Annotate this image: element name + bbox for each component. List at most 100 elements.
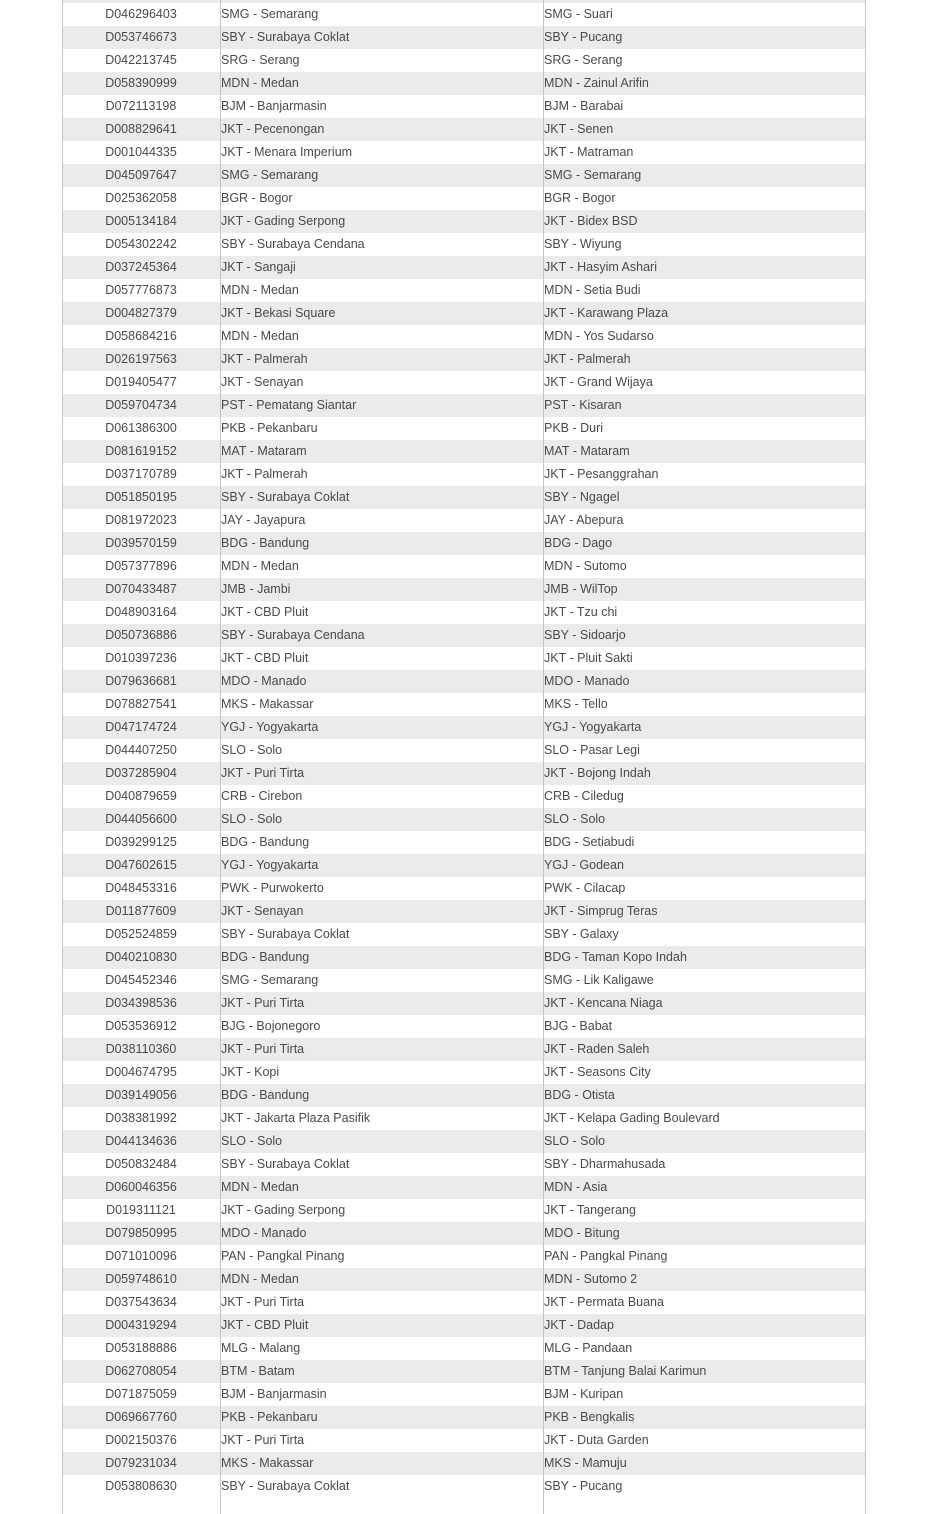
table-row[interactable]: D060046356 MDN - Medan MDN - Asia [62,1176,866,1199]
table-row[interactable]: D079850995 MDO - Manado MDO - Bitung [62,1222,866,1245]
table-row[interactable]: D039149056 BDG - Bandung BDG - Otista [62,1084,866,1107]
cell-origin-branch: JKT - Puri Tirta [221,1042,305,1056]
table-row[interactable]: D004674795 JKT - Kopi JKT - Seasons City [62,1061,866,1084]
table-right-border [865,0,866,1514]
table-row[interactable]: D005134184 JKT - Gading Serpong JKT - Bide… [62,210,866,233]
table-row[interactable]: D081972023 JAY - Jayapura JAY - Abepura [62,509,866,532]
table-row[interactable]: D053746673 SBY - Surabaya Coklat SBY - Puc… [62,26,866,49]
table-row[interactable]: D019311121 JKT - Gading Serpong JKT - Tang… [62,1199,866,1222]
cell-transfer-code: D047174724 [105,720,177,734]
cell-destination-branch: PKB - Duri [544,421,604,435]
cell-transfer-code: D071010096 [105,1249,177,1263]
cell-transfer-code: D004319294 [105,1318,177,1332]
table-row[interactable]: D039299125 BDG - Bandung BDG - Setiabudi [62,831,866,854]
table-row[interactable]: D037543634 JKT - Puri Tirta JKT - Permata … [62,1291,866,1314]
cell-destination-branch: JMB - WilTop [544,582,618,596]
cell-destination-branch: SBY - Wiyung [544,237,622,251]
table-row[interactable]: D025362058 BGR - Bogor BGR - Bogor [62,187,866,210]
table-row[interactable]: D057776873 MDN - Medan MDN - Setia Budi [62,279,866,302]
table-row[interactable]: D050736886 SBY - Surabaya Cendana SBY - Si… [62,624,866,647]
table-row[interactable]: D053188886 MLG - Malang MLG - Pandaan [62,1337,866,1360]
table-row[interactable]: D071010096 PAN - Pangkal Pinang PAN - Pang… [62,1245,866,1268]
cell-destination-branch: JKT - Tzu chi [544,605,618,619]
table-row[interactable]: D044056600 SLO - Solo SLO - Solo [62,808,866,831]
table-row[interactable]: D040210830 BDG - Bandung BDG - Taman Kopo … [62,946,866,969]
table-row[interactable]: D044134636 SLO - Solo SLO - Solo [62,1130,866,1153]
table-row[interactable]: D047602615 YGJ - Yogyakarta YGJ - Godean [62,854,866,877]
table-row[interactable]: D037285904 JKT - Puri Tirta JKT - Bojong I… [62,762,866,785]
table-row[interactable]: D072113198 BJM - Banjarmasin BJM - Barabai [62,95,866,118]
table-row[interactable]: D057377896 MDN - Medan MDN - Sutomo [62,555,866,578]
table-row[interactable]: D034398536 JKT - Puri Tirta JKT - Kencana … [62,992,866,1015]
table-row[interactable]: D037170789 JKT - Palmerah JKT - Pesanggrah… [62,463,866,486]
cell-origin-branch: SBY - Surabaya Coklat [221,1479,350,1493]
table-row[interactable]: D042213745 SRG - Serang SRG - Serang [62,49,866,72]
table-row[interactable]: D081619152 MAT - Mataram MAT - Mataram [62,440,866,463]
table-row[interactable]: D069667760 PKB - Pekanbaru PKB - Bengkalis [62,1406,866,1429]
table-row[interactable]: D079231034 MKS - Makassar MKS - Mamuju [62,1452,866,1475]
table-row[interactable]: D059704734 PST - Pematang Siantar PST - Ki… [62,394,866,417]
table-row[interactable]: D037245364 JKT - Sangaji JKT - Hasyim Asha… [62,256,866,279]
cell-transfer-code: D001044335 [105,145,177,159]
table-row[interactable]: D053808630 SBY - Surabaya Coklat SBY - Puc… [62,1475,866,1498]
table-row[interactable]: D008829641 JKT - Pecenongan JKT - Senen [62,118,866,141]
table-row[interactable]: D070433487 JMB - Jambi JMB - WilTop [62,578,866,601]
table-row[interactable]: D050832484 SBY - Surabaya Coklat SBY - Dha… [62,1153,866,1176]
cell-transfer-code: D040879659 [105,789,177,803]
cell-origin-branch: SLO - Solo [221,1134,283,1148]
cell-destination-branch: MDN - Asia [544,1180,608,1194]
cell-origin-branch: JKT - Puri Tirta [221,766,305,780]
cell-origin-branch: MDN - Medan [221,1272,299,1286]
table-row[interactable]: D010397236 JKT - CBD Pluit JKT - Pluit Sak… [62,647,866,670]
cell-transfer-code: D060046356 [105,1180,177,1194]
cell-transfer-code: D079850995 [105,1226,177,1240]
cell-destination-branch: MDN - Sutomo 2 [544,1272,638,1286]
cell-transfer-code: D019405477 [105,375,177,389]
cell-destination-branch: MDN - Zainul Arifin [544,76,649,90]
table-row[interactable]: D038381992 JKT - Jakarta Plaza Pasifik JKT… [62,1107,866,1130]
cell-origin-branch: BJG - Bojonegoro [221,1019,321,1033]
table-row[interactable]: D079636681 MDO - Manado MDO - Manado [62,670,866,693]
cell-destination-branch: MAT - Mataram [544,444,630,458]
table-row[interactable]: D071875059 BJM - Banjarmasin BJM - Kuripan [62,1383,866,1406]
table-row[interactable]: D004827379 JKT - Bekasi Square JKT - Karaw… [62,302,866,325]
table-row[interactable]: D044407250 SLO - Solo SLO - Pasar Legi [62,739,866,762]
cell-origin-branch: JKT - Kopi [221,1065,280,1079]
table-row[interactable]: D047174724 YGJ - Yogyakarta YGJ - Yogyakar… [62,716,866,739]
table-row[interactable]: D046296403 SMG - Semarang SMG - Suari [62,3,866,26]
table-row[interactable]: D038110360 JKT - Puri Tirta JKT - Raden Sa… [62,1038,866,1061]
table-row[interactable]: D048903164 JKT - CBD Pluit JKT - Tzu chi [62,601,866,624]
table-row[interactable]: D062708054 BTM - Batam BTM - Tanjung Balai… [62,1360,866,1383]
table-row[interactable]: D045097647 SMG - Semarang SMG - Semarang [62,164,866,187]
table-row[interactable]: D019405477 JKT - Senayan JKT - Grand Wijay… [62,371,866,394]
cell-destination-branch: JKT - Kencana Niaga [544,996,663,1010]
table-row[interactable]: D054302242 SBY - Surabaya Cendana SBY - Wi… [62,233,866,256]
table-row[interactable]: D052524859 SBY - Surabaya Coklat SBY - Gal… [62,923,866,946]
table-row[interactable]: D059748610 MDN - Medan MDN - Sutomo 2 [62,1268,866,1291]
cell-origin-branch: MDN - Medan [221,283,299,297]
table-row[interactable]: D004319294 JKT - CBD Pluit JKT - Dadap [62,1314,866,1337]
table-row[interactable]: D045452346 SMG - Semarang SMG - Lik Kaliga… [62,969,866,992]
table-row[interactable]: D039570159 BDG - Bandung BDG - Dago [62,532,866,555]
table-row[interactable]: D051850195 SBY - Surabaya Coklat SBY - Nga… [62,486,866,509]
table-row[interactable]: D053536912 BJG - Bojonegoro BJG - Babat [62,1015,866,1038]
cell-origin-branch: PWK - Purwokerto [221,881,324,895]
table-row[interactable]: D001044335 JKT - Menara Imperium JKT - Mat… [62,141,866,164]
table-row[interactable]: D011877609 JKT - Senayan JKT - Simprug Ter… [62,900,866,923]
cell-origin-branch: JKT - Sangaji [221,260,296,274]
table-row[interactable]: D002150376 JKT - Puri Tirta JKT - Duta Gar… [62,1429,866,1452]
table-row[interactable]: D026197563 JKT - Palmerah JKT - Palmerah [62,348,866,371]
branch-transfer-table: D003750550JKT - Jakarta Plaza PasifikJKT… [62,0,866,1498]
table-row[interactable]: D078827541 MKS - Makassar MKS - Tello [62,693,866,716]
table-row[interactable]: D058390999 MDN - Medan MDN - Zainul Arifin [62,72,866,95]
table-row[interactable]: D058684216 MDN - Medan MDN - Yos Sudarso [62,325,866,348]
cell-origin-branch: SBY - Surabaya Cendana [221,237,365,251]
cell-transfer-code: D053188886 [105,1341,177,1355]
table-row[interactable]: D061386300 PKB - Pekanbaru PKB - Duri [62,417,866,440]
cell-origin-branch: SMG - Semarang [221,973,319,987]
table-row[interactable]: D040879659 CRB - Cirebon CRB - Ciledug [62,785,866,808]
cell-destination-branch: SBY - Pucang [544,30,623,44]
cell-destination-branch: MDN - Yos Sudarso [544,329,654,343]
table-row[interactable]: D048453316 PWK - Purwokerto PWK - Cilacap [62,877,866,900]
table-scroll-viewport[interactable]: D003750550JKT - Jakarta Plaza PasifikJKT… [62,0,866,1514]
